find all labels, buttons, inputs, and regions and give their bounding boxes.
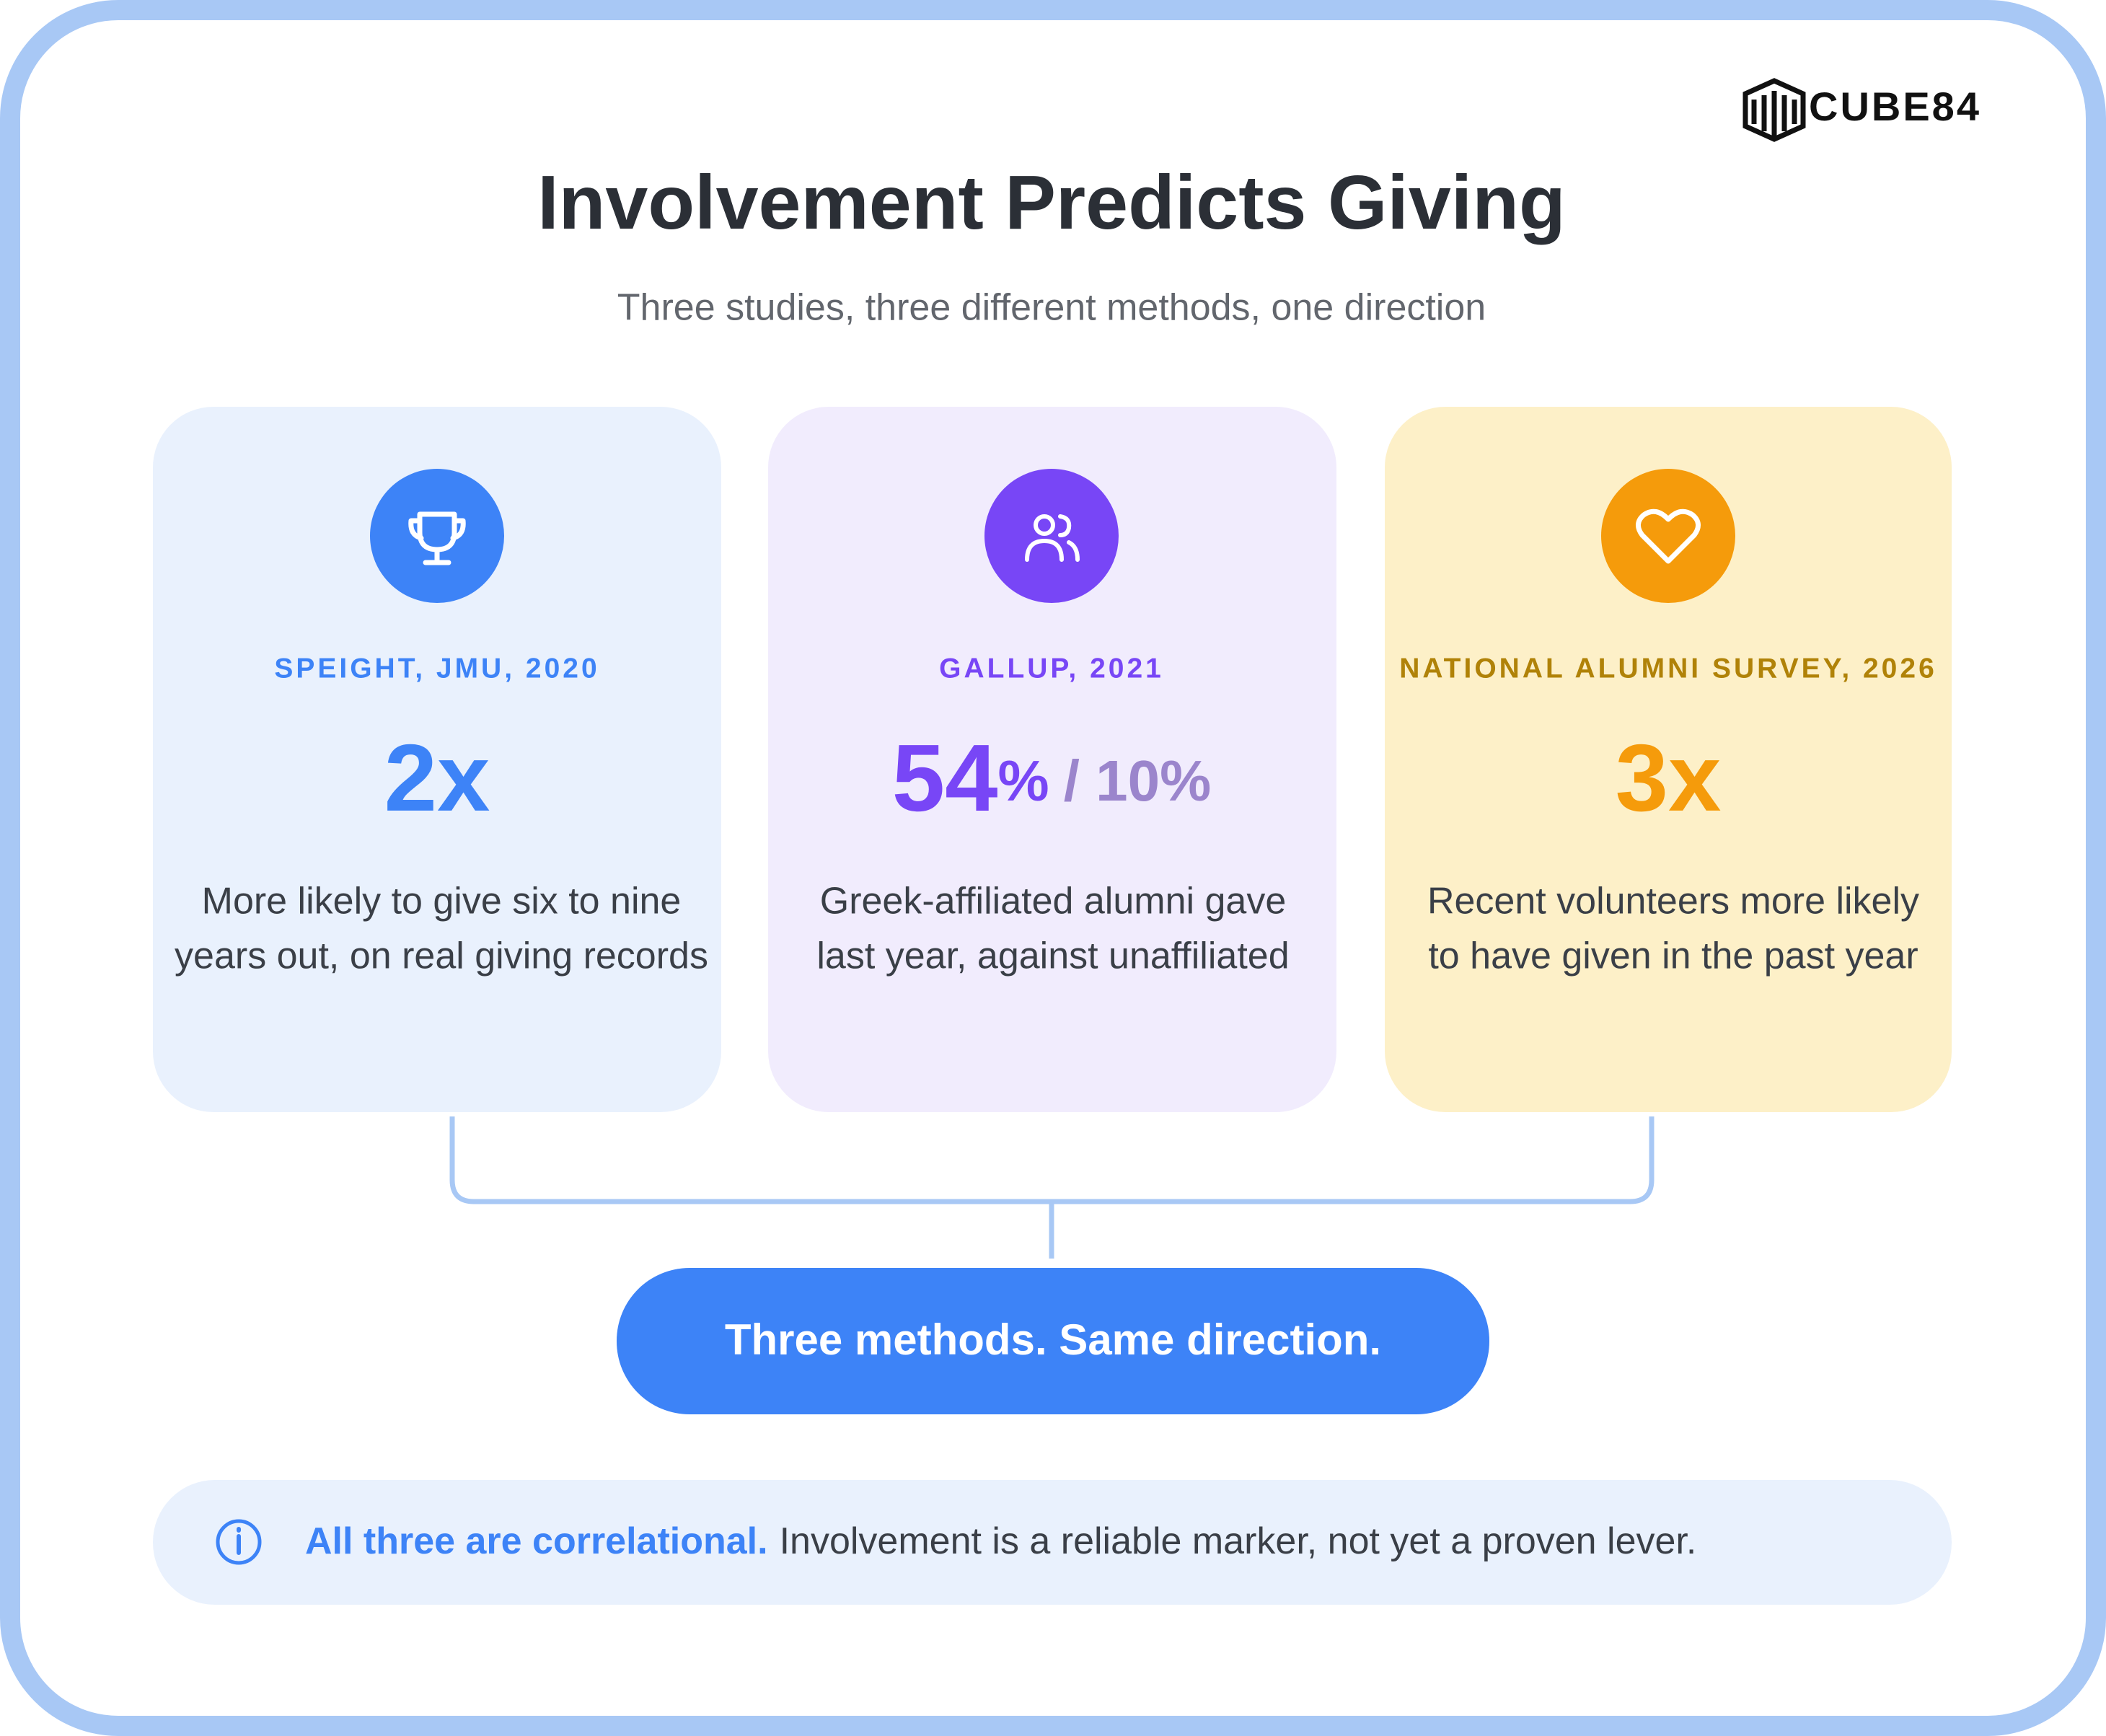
trophy-icon xyxy=(408,511,466,565)
stat-value: 54 xyxy=(892,725,998,831)
source: GALLUP, 2021 xyxy=(939,653,1164,684)
title: Involvement Predicts Giving xyxy=(537,160,1566,245)
icon xyxy=(984,469,1119,603)
stat: 54%/ 10% xyxy=(892,725,1212,831)
heart-icon xyxy=(1636,508,1701,564)
description: to have given in the past year xyxy=(1428,935,1918,977)
subtitle: Three studies, three different methods, … xyxy=(617,287,1486,329)
card: SPEIGHT, JMU, 2020 2x More likely to giv… xyxy=(153,407,721,1112)
stat: 2x xyxy=(384,725,490,831)
note-bar xyxy=(153,1480,1952,1605)
stat-compare: / 10% xyxy=(1064,749,1212,813)
brand: CUBE84 xyxy=(1809,84,1981,129)
description: last year, against unaffiliated xyxy=(816,935,1289,977)
connector xyxy=(449,1116,1655,1259)
card-bg xyxy=(153,407,721,1112)
conclusion-pill xyxy=(617,1268,1489,1414)
card-bg xyxy=(1385,407,1952,1112)
card: NATIONAL ALUMNI SURVEY, 2026 3x Recent v… xyxy=(1385,407,1952,1112)
icon xyxy=(370,469,504,603)
stat: 3x xyxy=(1616,725,1722,831)
description: Greek-affiliated alumni gave xyxy=(820,881,1287,922)
people-icon xyxy=(1025,514,1080,562)
icon xyxy=(1601,469,1735,603)
stat-unit: % xyxy=(998,749,1049,813)
card: GALLUP, 2021 54%/ 10% Greek-affiliated a… xyxy=(768,407,1336,1112)
card-bg xyxy=(768,407,1336,1112)
note-text: Involvement is a reliable marker, not ye… xyxy=(780,1520,1697,1562)
info-icon xyxy=(216,1519,262,1565)
note-emphasis: All three are correlational. xyxy=(305,1520,768,1562)
source: NATIONAL ALUMNI SURVEY, 2026 xyxy=(1399,653,1937,684)
description: years out, on real giving records xyxy=(175,935,708,977)
description: Recent volunteers more likely xyxy=(1427,881,1919,922)
logo: CUBE84 xyxy=(1742,78,1981,142)
description: More likely to give six to nine xyxy=(202,881,682,922)
source: SPEIGHT, JMU, 2020 xyxy=(274,653,599,684)
note: All three are correlational. Involvement … xyxy=(305,1520,1696,1562)
conclusion: Three methods. Same direction. xyxy=(725,1316,1381,1364)
